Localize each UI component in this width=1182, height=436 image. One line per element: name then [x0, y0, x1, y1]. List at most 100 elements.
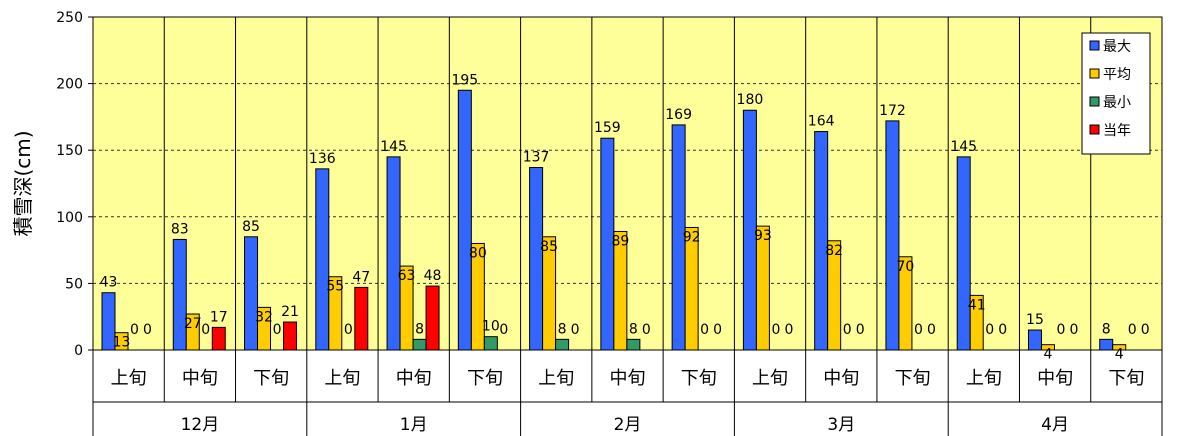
bar-最小-7: [626, 338, 641, 351]
data-label-平均-9: 93: [754, 228, 772, 244]
category-label: 下旬: [467, 368, 503, 389]
data-label-最大-3: 136: [309, 151, 336, 167]
legend-swatch: [1089, 96, 1100, 107]
plot-area: [92, 16, 1163, 351]
category-label: 下旬: [681, 368, 717, 389]
bar-平均-12: [969, 294, 984, 351]
y-tick-label: 100: [56, 210, 83, 226]
data-label-平均-10: 82: [825, 243, 843, 259]
bar-当年-2: [283, 321, 298, 351]
month-label: 12月: [181, 415, 220, 435]
data-label-最小-2: 0: [273, 322, 282, 338]
data-label-最大-6: 137: [523, 150, 550, 166]
category-label: 中旬: [610, 368, 646, 389]
data-label-平均-8: 92: [683, 229, 701, 245]
data-label-最小-3: 0: [344, 322, 353, 338]
gridlines: [93, 83, 1162, 284]
category-label: 中旬: [1037, 368, 1073, 389]
data-label-当年-7: 0: [642, 322, 651, 338]
data-label-最小-6: 8: [558, 321, 567, 337]
data-label-当年-1: 17: [210, 309, 228, 325]
bar-最大-3: [315, 168, 330, 351]
data-label-最小-14: 0: [1128, 322, 1137, 338]
data-label-最大-11: 172: [879, 103, 906, 119]
data-labels: 43 83 85 136 145 195 137 159 169 180 164 172 145 15 8 1…: [100, 72, 1150, 362]
category-label: 上旬: [324, 368, 360, 389]
bar-平均-13: [1040, 344, 1055, 351]
legend-label: 当年: [1103, 123, 1131, 139]
bar-平均-8: [684, 226, 699, 351]
legend-swatch: [1089, 68, 1100, 79]
bars: [101, 89, 1127, 351]
bar-平均-10: [827, 240, 842, 351]
bar-最大-5: [457, 89, 472, 351]
legend-label: 最小: [1103, 95, 1131, 111]
bar-最大-0: [101, 292, 116, 351]
data-label-当年-13: 0: [1070, 322, 1079, 338]
data-label-当年-8: 0: [713, 322, 722, 338]
bar-平均-2: [257, 306, 272, 351]
data-label-最大-12: 145: [950, 139, 977, 155]
bar-最大-4: [386, 156, 401, 351]
data-label-最大-14: 8: [1102, 321, 1111, 337]
data-label-平均-6: 85: [540, 239, 558, 255]
bar-平均-6: [542, 236, 557, 351]
data-label-平均-11: 70: [897, 259, 915, 275]
y-tick-label: 0: [74, 343, 83, 359]
data-label-平均-14: 4: [1115, 347, 1124, 363]
bar-最大-12: [956, 156, 971, 351]
data-label-平均-13: 4: [1044, 347, 1053, 363]
data-label-最大-4: 145: [380, 139, 407, 155]
data-label-最小-13: 0: [1057, 322, 1066, 338]
data-label-最大-0: 43: [100, 275, 118, 291]
data-label-最大-9: 180: [737, 92, 764, 108]
y-axis-title: 積雪深(cm): [11, 130, 35, 236]
data-label-最小-8: 0: [700, 322, 709, 338]
bar-最大-14: [1099, 338, 1114, 351]
category-separators: [163, 17, 1092, 350]
legend-label: 平均: [1103, 67, 1131, 83]
data-label-当年-4: 48: [424, 268, 442, 284]
data-label-最小-9: 0: [771, 322, 780, 338]
bar-最小-6: [555, 338, 570, 351]
bar-最大-13: [1027, 329, 1042, 351]
bar-平均-9: [755, 225, 770, 351]
data-label-平均-12: 41: [968, 297, 986, 313]
bar-平均-7: [613, 230, 628, 351]
category-label: 上旬: [111, 368, 147, 389]
axes: 0 50 100 150 200 250: [56, 10, 93, 359]
category-label: 下旬: [895, 368, 931, 389]
bar-平均-14: [1112, 344, 1127, 351]
data-label-平均-2: 32: [255, 309, 273, 325]
data-label-当年-12: 0: [998, 322, 1007, 338]
y-tick-label: 200: [56, 77, 83, 93]
bar-最大-2: [244, 236, 259, 351]
bar-最大-10: [814, 131, 829, 351]
category-label: 下旬: [1108, 368, 1144, 389]
bar-最大-6: [529, 167, 544, 351]
data-label-平均-3: 55: [326, 279, 344, 295]
data-label-平均-1: 27: [184, 316, 202, 332]
bar-最小-5: [483, 336, 498, 351]
legend-swatch: [1089, 40, 1100, 51]
data-label-最小-11: 0: [914, 322, 923, 338]
month-label: 1月: [400, 415, 428, 435]
data-label-当年-6: 0: [571, 322, 580, 338]
category-label: 中旬: [823, 368, 859, 389]
data-label-最小-1: 0: [201, 322, 210, 338]
data-label-平均-0: 13: [113, 335, 131, 351]
data-label-当年-2: 21: [281, 304, 299, 320]
data-label-最小-4: 8: [415, 321, 424, 337]
category-label: 上旬: [966, 368, 1002, 389]
data-label-最大-13: 15: [1026, 312, 1044, 328]
category-label: 上旬: [538, 368, 574, 389]
category-label: 中旬: [396, 368, 432, 389]
data-label-当年-14: 0: [1141, 322, 1150, 338]
data-label-平均-7: 89: [611, 233, 629, 249]
bar-平均-1: [185, 313, 200, 351]
bar-平均-4: [399, 265, 414, 351]
data-label-当年-9: 0: [784, 322, 793, 338]
y-tick-label: 250: [56, 10, 83, 26]
